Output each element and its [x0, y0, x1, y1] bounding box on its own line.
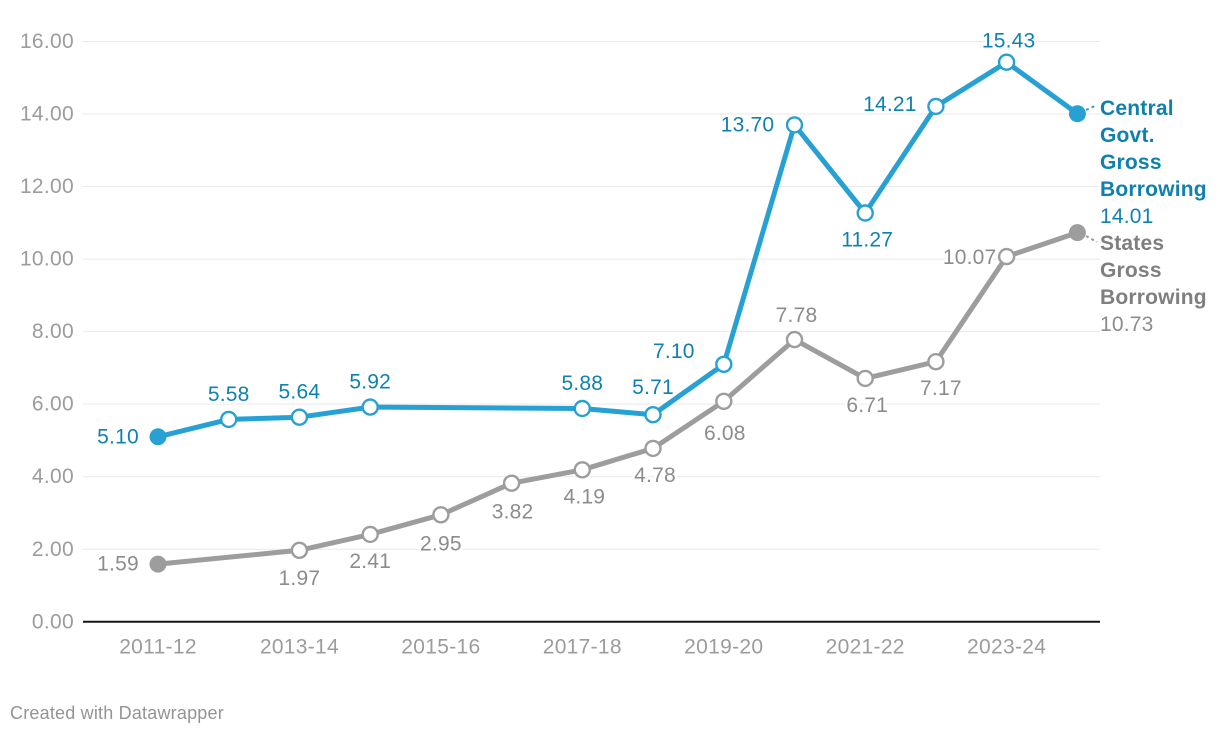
y-axis-label: 2.00 [32, 538, 74, 561]
data-point-marker-states-gross-borrowing-2021-22[interactable] [856, 369, 874, 388]
y-axis-label: 6.00 [32, 393, 74, 416]
data-point-label: 7.10 [653, 340, 695, 363]
legend-series-central-govt-gross-borrowing: Central Govt. Gross Borrowing 14.01 [1100, 95, 1218, 230]
y-axis-label: 14.00 [20, 103, 74, 126]
data-point-marker-states-gross-borrowing-2017-18[interactable] [573, 461, 591, 479]
x-axis-label: 2015-16 [401, 636, 480, 659]
y-axis-label: 8.00 [32, 320, 74, 343]
data-point-marker-central-govt-gross-borrowing-2022-23[interactable] [927, 97, 945, 116]
data-point-label: 2.95 [420, 532, 462, 555]
data-point-label: 1.97 [279, 567, 321, 590]
data-point-marker-central-govt-gross-borrowing-2017-18[interactable] [573, 399, 591, 418]
y-axis-label: 12.00 [20, 175, 74, 198]
data-point-label: 5.64 [279, 381, 321, 404]
data-point-label: 3.82 [492, 501, 534, 524]
y-axis-label: 16.00 [20, 30, 74, 53]
x-axis-label: 2021-22 [826, 636, 905, 659]
x-axis-label: 2023-24 [967, 636, 1046, 659]
data-point-label: 10.07 [943, 246, 997, 269]
legend-end-value: 10.73 [1100, 313, 1154, 336]
data-point-label: 2.41 [349, 550, 391, 573]
data-point-marker-states-gross-borrowing-2020-21[interactable] [785, 330, 804, 349]
y-axis-label: 10.00 [20, 248, 74, 271]
legend-series-states-gross-borrowing: States Gross Borrowing 10.73 [1100, 230, 1218, 338]
data-point-label: 5.71 [632, 376, 674, 399]
data-point-marker-states-gross-borrowing-2019-20[interactable] [715, 392, 733, 410]
data-point-label: 15.43 [982, 30, 1036, 53]
data-point-marker-states-gross-borrowing-2013-14[interactable] [290, 541, 309, 559]
legend: Central Govt. Gross Borrowing 14.01 States Gro… [1100, 95, 1218, 338]
data-point-label: 7.17 [920, 377, 962, 400]
data-point-marker-central-govt-gross-borrowing-2013-14[interactable] [290, 408, 309, 426]
legend-name-line: Gross [1100, 259, 1162, 282]
data-point-marker-states-gross-borrowing-2014-15[interactable] [361, 525, 379, 544]
data-point-marker-central-govt-gross-borrowing-2018-19[interactable] [644, 406, 662, 424]
data-point-label: 5.58 [208, 383, 250, 406]
data-point-label: 14.21 [863, 93, 917, 116]
data-point-label: 5.88 [561, 372, 603, 395]
series-line-central-govt-gross-borrowing [155, 59, 1080, 440]
data-point-marker-central-govt-gross-borrowing-2020-21[interactable] [785, 116, 804, 134]
data-point-marker-states-gross-borrowing-2024-25[interactable] [1068, 224, 1086, 242]
data-point-marker-states-gross-borrowing-2023-24[interactable] [997, 247, 1016, 266]
legend-name-line: Central [1100, 97, 1174, 120]
data-point-marker-central-govt-gross-borrowing-2011-12[interactable] [149, 428, 167, 446]
data-point-label: 7.78 [776, 304, 818, 327]
legend-end-value: 14.01 [1100, 205, 1154, 228]
x-axis-label: 2011-12 [119, 636, 197, 659]
attribution-link[interactable]: Created with Datawrapper [10, 703, 224, 723]
data-point-label: 5.92 [349, 371, 391, 394]
data-point-label: 1.59 [97, 553, 139, 576]
x-axis-label: 2013-14 [260, 636, 339, 659]
y-axis-label: 4.00 [32, 465, 74, 488]
data-point-marker-central-govt-gross-borrowing-2021-22[interactable] [856, 204, 874, 222]
legend-name-line: Borrowing [1100, 286, 1207, 309]
x-axis-label: 2017-18 [543, 636, 622, 659]
legend-name-line: Borrowing [1100, 178, 1207, 201]
data-point-marker-states-gross-borrowing-2015-16[interactable] [432, 506, 450, 524]
data-point-marker-states-gross-borrowing-2022-23[interactable] [927, 353, 945, 371]
x-axis-label: 2019-20 [684, 636, 763, 659]
legend-name-line: Gross [1100, 151, 1162, 174]
legend-name-line: Govt. [1100, 124, 1155, 147]
data-point-marker-states-gross-borrowing-2018-19[interactable] [644, 439, 662, 458]
data-point-label: 4.19 [563, 485, 605, 508]
data-point-marker-central-govt-gross-borrowing-2023-24[interactable] [997, 53, 1016, 71]
data-point-marker-central-govt-gross-borrowing-2024-25[interactable] [1068, 105, 1086, 123]
data-point-marker-states-gross-borrowing-2011-12[interactable] [149, 555, 167, 573]
data-point-label: 4.78 [634, 464, 676, 487]
series-end-connector [1085, 104, 1098, 111]
data-point-label: 6.08 [704, 422, 746, 445]
data-point-marker-states-gross-borrowing-2016-17[interactable] [502, 474, 521, 492]
data-point-marker-central-govt-gross-borrowing-2019-20[interactable] [715, 355, 733, 373]
y-axis-label: 0.00 [32, 610, 74, 633]
data-point-label: 11.27 [841, 229, 893, 252]
data-point-marker-central-govt-gross-borrowing-2014-15[interactable] [361, 398, 379, 416]
data-point-label: 13.70 [721, 113, 775, 136]
data-point-label: 5.10 [97, 425, 139, 448]
data-point-marker-central-govt-gross-borrowing-2012-13[interactable] [219, 410, 238, 429]
data-point-label: 6.71 [846, 394, 888, 417]
series-end-connector [1085, 235, 1098, 243]
legend-name-line: States [1100, 232, 1165, 255]
